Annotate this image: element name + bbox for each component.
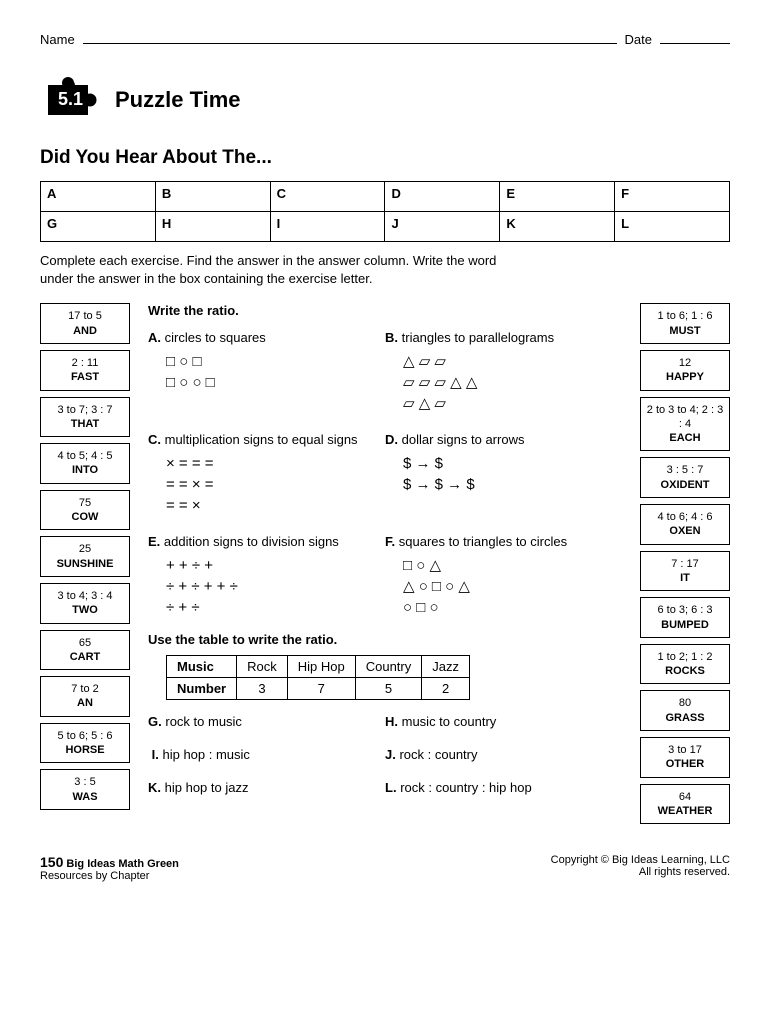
- grid-cell[interactable]: A: [41, 182, 156, 212]
- music-col: Jazz: [422, 656, 470, 678]
- exercise-j: J. rock : country: [385, 743, 622, 776]
- answer-box: 12HAPPY: [640, 350, 730, 391]
- section-head-1: Write the ratio.: [148, 303, 622, 318]
- shapes-a: □ ○ □□ ○ ○ □: [148, 351, 379, 393]
- exercise-l: L. rock : country : hip hop: [385, 776, 622, 809]
- music-table: Music Rock Hip Hop Country Jazz Number 3…: [166, 655, 470, 700]
- grid-cell[interactable]: E: [500, 182, 615, 212]
- grid-cell[interactable]: L: [615, 212, 730, 242]
- footer: 150 Big Ideas Math Green Resources by Ch…: [40, 854, 730, 882]
- grid-cell[interactable]: G: [41, 212, 156, 242]
- shapes-e: + + ÷ +÷ + ÷ + + ÷÷ + ÷: [148, 555, 379, 618]
- music-head: Music: [167, 656, 237, 678]
- rights: All rights reserved.: [639, 866, 730, 878]
- answer-box: 6 to 3; 6 : 3BUMPED: [640, 597, 730, 638]
- exercise-a: A. circles to squares □ ○ □□ ○ ○ □: [148, 326, 385, 428]
- music-val: 2: [422, 678, 470, 700]
- answer-box: 64WEATHER: [640, 784, 730, 825]
- copyright: Copyright © Big Ideas Learning, LLC: [551, 854, 730, 866]
- section-head-2: Use the table to write the ratio.: [148, 632, 622, 647]
- answer-box: 7 to 2AN: [40, 676, 130, 717]
- letter-grid: A B C D E F G H I J K L: [40, 181, 730, 242]
- music-val: 5: [355, 678, 422, 700]
- answer-box: 1 to 6; 1 : 6MUST: [640, 303, 730, 344]
- instructions: Complete each exercise. Find the answer …: [40, 252, 520, 288]
- exercise-f: F. squares to triangles to circles □ ○ △…: [385, 530, 622, 632]
- exercise-d: D. dollar signs to arrows $ → $$ → $ → $: [385, 428, 622, 530]
- sub-title: Did You Hear About The...: [40, 147, 730, 169]
- music-col: Country: [355, 656, 422, 678]
- book-sub: Resources by Chapter: [40, 870, 149, 882]
- answer-box: 2 : 11FAST: [40, 350, 130, 391]
- shapes-b: △ ▱ ▱▱ ▱ ▱ △ △▱ △ ▱: [385, 351, 616, 414]
- page-number: 150: [40, 854, 63, 870]
- chapter-number: 5.1: [58, 89, 83, 110]
- music-val: 7: [287, 678, 355, 700]
- main-title: Puzzle Time: [115, 87, 241, 113]
- answer-box: 17 to 5AND: [40, 303, 130, 344]
- exercise-g: G. rock to music: [148, 710, 385, 743]
- date-field-line[interactable]: [660, 30, 730, 44]
- book-title: Big Ideas Math Green: [66, 858, 178, 870]
- answer-box: 4 to 5; 4 : 5INTO: [40, 443, 130, 484]
- answer-box: 5 to 6; 5 : 6HORSE: [40, 723, 130, 764]
- exercise-c: C. multiplication signs to equal signs ×…: [148, 428, 385, 530]
- answer-box: 75COW: [40, 490, 130, 531]
- answer-box: 65CART: [40, 630, 130, 671]
- exercise-e: E. addition signs to division signs + + …: [148, 530, 385, 632]
- shapes-c: × = = == = × == = ×: [148, 453, 379, 516]
- shapes-f: □ ○ △△ ○ □ ○ △○ □ ○: [385, 555, 616, 618]
- left-answer-column: 17 to 5AND 2 : 11FAST 3 to 7; 3 : 7THAT 4 t…: [40, 303, 130, 810]
- music-row-label: Number: [167, 678, 237, 700]
- answer-box: 3 : 5 : 7OXIDENT: [640, 457, 730, 498]
- name-label: Name: [40, 32, 75, 47]
- music-val: 3: [237, 678, 288, 700]
- content-row: 17 to 5AND 2 : 11FAST 3 to 7; 3 : 7THAT 4 t…: [40, 303, 730, 824]
- exercise-i: I. hip hop : music: [148, 743, 385, 776]
- answer-box: 4 to 6; 4 : 6OXEN: [640, 504, 730, 545]
- exercise-b: B. triangles to parallelograms △ ▱ ▱▱ ▱ …: [385, 326, 622, 428]
- answer-box: 1 to 2; 1 : 2ROCKS: [640, 644, 730, 685]
- grid-cell[interactable]: H: [155, 212, 270, 242]
- grid-cell[interactable]: F: [615, 182, 730, 212]
- name-field-line[interactable]: [83, 30, 617, 44]
- exercise-h: H. music to country: [385, 710, 622, 743]
- answer-box: 7 : 17IT: [640, 551, 730, 592]
- shapes-d: $ → $$ → $ → $: [385, 453, 616, 495]
- grid-cell[interactable]: K: [500, 212, 615, 242]
- answer-box: 2 to 3 to 4; 2 : 3 : 4EACH: [640, 397, 730, 452]
- header-line: Name Date: [40, 30, 730, 47]
- answer-box: 80GRASS: [640, 690, 730, 731]
- grid-cell[interactable]: D: [385, 182, 500, 212]
- answer-box: 25SUNSHINE: [40, 536, 130, 577]
- grid-cell[interactable]: C: [270, 182, 385, 212]
- title-row: 5.1 Puzzle Time: [40, 77, 730, 122]
- grid-cell[interactable]: I: [270, 212, 385, 242]
- answer-box: 3 to 17OTHER: [640, 737, 730, 778]
- answer-box: 3 to 7; 3 : 7THAT: [40, 397, 130, 438]
- exercises-column: Write the ratio. A. circles to squares □…: [140, 303, 630, 809]
- date-label: Date: [625, 32, 652, 47]
- answer-box: 3 to 4; 3 : 4TWO: [40, 583, 130, 624]
- grid-cell[interactable]: B: [155, 182, 270, 212]
- exercise-k: K. hip hop to jazz: [148, 776, 385, 809]
- puzzle-piece-icon: 5.1: [40, 77, 105, 122]
- music-col: Hip Hop: [287, 656, 355, 678]
- music-col: Rock: [237, 656, 288, 678]
- answer-box: 3 : 5WAS: [40, 769, 130, 810]
- grid-cell[interactable]: J: [385, 212, 500, 242]
- right-answer-column: 1 to 6; 1 : 6MUST 12HAPPY 2 to 3 to 4; 2 :…: [640, 303, 730, 824]
